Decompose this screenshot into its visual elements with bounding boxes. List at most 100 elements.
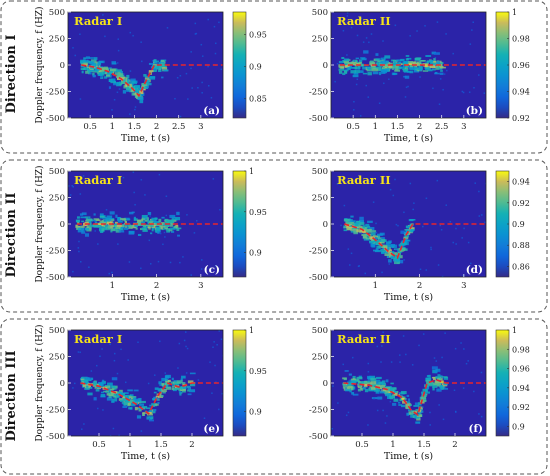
y-tick-label: 500 (312, 326, 328, 336)
colorbar-tick-label: 0.92 (512, 114, 530, 123)
x-tick-label: 1 (110, 281, 115, 291)
colorbar-tick-label: 0.9 (249, 249, 262, 258)
y-tick-label: 0 (323, 379, 328, 389)
chart-panel-d: 1 2 3 -500 -250 0 250 500 Time, t (s) Radar II (d)… (309, 167, 530, 303)
spectrogram (72, 14, 222, 118)
x-tick-label: 2 (154, 281, 159, 291)
y-tick-label: -500 (309, 432, 328, 442)
panel-label: (b) (466, 105, 483, 117)
colorbar-tick-label: 1 (512, 8, 517, 17)
x-tick-label: 1 (373, 281, 378, 291)
colorbar (495, 329, 510, 437)
y-tick-label: 250 (49, 35, 65, 45)
direction-1-frame (0, 0, 548, 154)
colorbar-tick-label: 0.95 (249, 208, 267, 217)
y-tick-label: 500 (49, 8, 65, 18)
y-tick-label: -250 (46, 88, 65, 98)
direction-3-frame (0, 318, 548, 475)
y-tick-label: 500 (312, 8, 328, 18)
colorbar-tick-label: 0.96 (512, 365, 530, 374)
colorbar-tick-label: 0.94 (512, 88, 530, 97)
colorbar-tick-label: 0.92 (512, 403, 530, 412)
y-tick-label: 500 (312, 167, 328, 177)
estimate-line (343, 378, 486, 417)
panel-title: Radar II (337, 173, 391, 187)
y-axis-label: Doppler frequency, f (HZ) (34, 6, 45, 123)
x-tick-label: 1.5 (391, 122, 405, 132)
x-tick-label: 0.5 (346, 122, 360, 132)
panel-title: Radar I (74, 173, 122, 187)
x-tick-label: 3 (461, 281, 466, 291)
y-tick-label: 250 (49, 353, 65, 363)
colorbar (232, 11, 247, 119)
colorbar-tick-label: 0.9 (249, 408, 262, 417)
colorbar-tick-label: 0.95 (249, 30, 267, 39)
x-tick-label: 0.5 (83, 122, 97, 132)
y-tick-label: -500 (309, 114, 328, 124)
y-axis-label: Doppler frequency, f (HZ) (34, 324, 45, 441)
y-tick-label: 500 (49, 326, 65, 336)
colorbar-tick-label: 0.92 (512, 199, 530, 208)
chart-panel-e: 0.5 1 1.5 2 -500 -250 0 250 500 Time, t (s) Dopple… (34, 324, 267, 462)
estimate-line (80, 382, 223, 415)
colorbar-tick-label: 0.95 (249, 367, 267, 376)
panels: 0.5 1 1.5 2 2.5 3 -500 -250 0 250 500 Time, t (s) Do… (34, 6, 530, 462)
colorbar-tick-label: 0.9 (512, 422, 525, 431)
panel-label: (c) (204, 264, 220, 276)
x-tick-label: 2.5 (172, 122, 186, 132)
y-tick-label: -500 (46, 273, 65, 283)
chart-panel-b: 0.5 1 1.5 2 2.5 3 -500 -250 0 250 500 Time, t (s) Ra… (309, 8, 530, 144)
colorbar-tick-label: 0.98 (512, 35, 530, 44)
colorbar-tick-label: 0.94 (512, 178, 530, 187)
panel-label: (e) (203, 423, 220, 435)
y-axis-label: Doppler frequency, f (HZ) (34, 165, 45, 282)
colorbar-tick-label: 1 (249, 167, 254, 176)
x-tick-label: 1 (110, 122, 115, 132)
x-axis-label: Time, t (s) (384, 451, 433, 462)
colorbar (232, 170, 247, 278)
direction-2-frame (0, 159, 548, 313)
colorbar-tick-label: 0.86 (512, 262, 530, 271)
y-tick-label: 0 (323, 61, 328, 71)
colorbar-tick-label: 0.96 (512, 61, 530, 70)
x-tick-label: 1 (373, 122, 378, 132)
x-tick-label: 2 (154, 122, 159, 132)
panel-label: (f) (469, 423, 483, 435)
chart-panel-f: 0.5 1 1.5 2 -500 -250 0 250 500 Time, t (s) Radar … (309, 326, 530, 462)
colorbar-tick-label: 0.85 (249, 95, 267, 104)
colorbar-tick-label: 0.9 (249, 63, 262, 72)
x-tick-label: 2 (189, 440, 194, 450)
colorbar-tick-label: 1 (512, 326, 517, 335)
colorbar-tick-label: 0.9 (512, 220, 525, 229)
spectrogram (72, 330, 223, 436)
direction-1-label: Direction I (4, 35, 19, 114)
panel-label: (a) (203, 105, 220, 117)
panel-title: Radar II (337, 332, 391, 346)
colorbar-tick-label: 0.94 (512, 384, 530, 393)
x-tick-label: 2 (417, 122, 422, 132)
colorbar-tick-label: 1 (249, 326, 254, 335)
estimate-line (344, 223, 486, 260)
y-tick-label: -250 (309, 247, 328, 257)
y-tick-label: -500 (46, 114, 65, 124)
colorbar (232, 329, 247, 437)
x-tick-label: 3 (198, 122, 203, 132)
x-tick-label: 3 (461, 122, 466, 132)
x-tick-label: 0.5 (92, 440, 106, 450)
chart-panel-c: 1 2 3 -500 -250 0 250 500 Time, t (s) Doppler fre… (34, 165, 267, 303)
x-axis-label: Time, t (s) (121, 292, 170, 303)
x-tick-label: 1 (127, 440, 132, 450)
x-tick-label: 2.5 (435, 122, 449, 132)
panel-title: Radar I (74, 14, 122, 28)
y-tick-label: 250 (312, 353, 328, 363)
x-tick-label: 1 (390, 440, 395, 450)
x-tick-label: 2 (417, 281, 422, 291)
x-tick-label: 1.5 (417, 440, 431, 450)
panel-title: Radar II (337, 14, 391, 28)
x-tick-label: 1.5 (154, 440, 168, 450)
y-tick-label: 250 (312, 35, 328, 45)
x-axis-label: Time, t (s) (121, 451, 170, 462)
x-tick-label: 0.5 (355, 440, 369, 450)
y-tick-label: 0 (60, 220, 65, 230)
y-tick-label: 0 (323, 220, 328, 230)
